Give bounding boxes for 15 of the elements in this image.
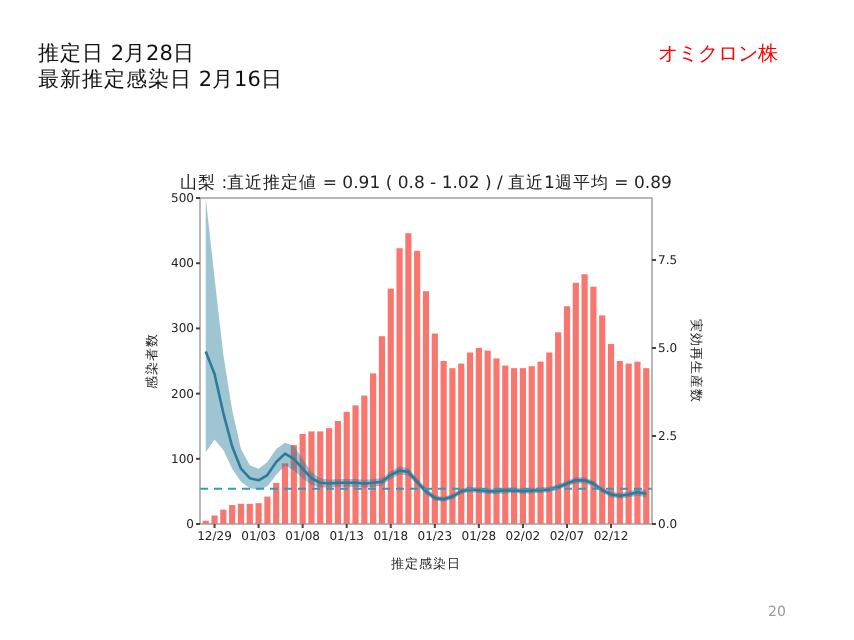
text: 推定日 2月28日 (38, 40, 195, 66)
text: オミクロン株 (658, 42, 778, 66)
bar (581, 274, 588, 524)
chart-title: 山梨 :直近推定値 = 0.91 ( 0.8 - 1.02 ) / 直近1週平均 = 0.89 (180, 172, 672, 194)
bar (466, 352, 474, 524)
bar (237, 503, 245, 524)
bar (537, 361, 544, 524)
bar (449, 368, 456, 524)
bar (308, 431, 315, 524)
text: 最新推定感染日 2月16日 (38, 66, 283, 92)
bar (255, 503, 262, 524)
bar (634, 361, 641, 524)
bar (493, 358, 500, 524)
bar (211, 515, 218, 524)
line-series (204, 350, 648, 501)
